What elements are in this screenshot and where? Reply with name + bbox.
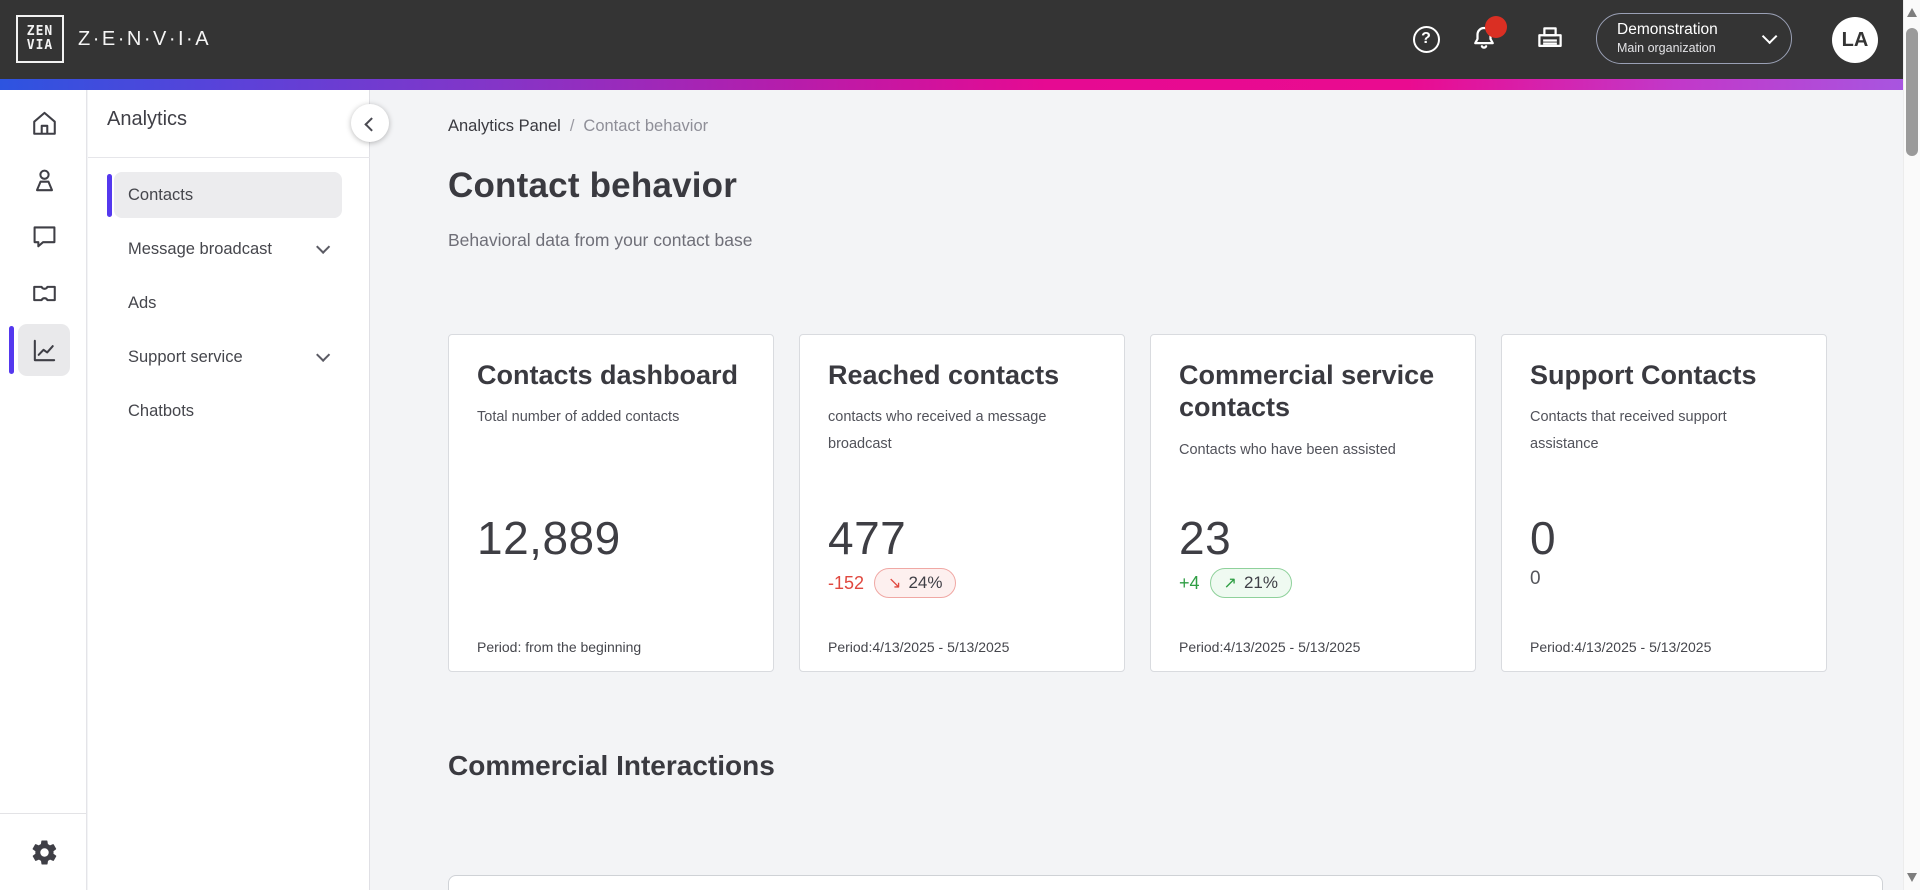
organization-subtitle: Main organization xyxy=(1617,41,1716,56)
card-description: Total number of added contacts xyxy=(477,409,680,426)
card-contacts-dashboard: Contacts dashboard Total number of added… xyxy=(448,334,774,672)
card-commercial-service-contacts: Commercial service contacts Contacts who… xyxy=(1150,334,1476,672)
printer-icon[interactable] xyxy=(1534,22,1566,56)
card-period: Period:4/13/2025 - 5/13/2025 xyxy=(828,639,1010,655)
card-title: Reached contacts xyxy=(828,360,1060,390)
icon-rail xyxy=(0,90,87,890)
trend-badge: ↗ 21% xyxy=(1209,568,1292,598)
brand-wordmark: Z·E·N·V·I·A xyxy=(78,27,212,50)
menu-item-ads[interactable]: Ads xyxy=(128,293,157,312)
page-subtitle: Behavioral data from your contact base xyxy=(448,230,753,250)
rail-item-tickets[interactable] xyxy=(18,267,70,319)
menu-item-support-service[interactable]: Support service xyxy=(114,334,342,380)
card-period: Period:4/13/2025 - 5/13/2025 xyxy=(1179,639,1361,655)
rail-item-settings[interactable] xyxy=(18,826,70,878)
scrollbar-thumb[interactable] xyxy=(1906,28,1918,156)
zenvia-brand[interactable]: ZEN VIA Z·E·N·V·I·A xyxy=(16,15,211,63)
panel-title: Analytics xyxy=(107,108,188,130)
chevron-left-icon xyxy=(364,117,379,132)
card-period: Period:4/13/2025 - 5/13/2025 xyxy=(1530,639,1712,655)
vertical-scrollbar[interactable] xyxy=(1903,0,1920,890)
card-description: contacts who received a message broadcas… xyxy=(828,409,1047,453)
chevron-down-icon xyxy=(316,239,331,254)
chevron-down-icon xyxy=(316,347,331,362)
scrollbar-up-arrow[interactable] xyxy=(1907,8,1917,17)
main-content: Analytics Panel / Contact behavior Conta… xyxy=(371,90,1903,890)
breadcrumb-separator: / xyxy=(569,117,575,135)
trend-percent: 21% xyxy=(1243,573,1278,592)
trend-down-icon: ↘ xyxy=(888,575,902,592)
notification-dot xyxy=(1485,16,1507,38)
trend-percent: 24% xyxy=(908,573,943,592)
delta-value: +4 xyxy=(1179,572,1200,593)
person-icon xyxy=(35,169,53,191)
rail-active-indicator xyxy=(9,326,14,374)
bell-icon[interactable] xyxy=(1468,16,1507,56)
help-icon[interactable]: ? xyxy=(1410,22,1442,56)
panel-collapse-button[interactable] xyxy=(351,104,389,142)
breadcrumb: Analytics Panel / Contact behavior xyxy=(448,117,708,136)
card-value: 12,889 xyxy=(477,512,621,564)
delta-row: 0 xyxy=(1530,568,1541,590)
organization-selector[interactable]: Demonstration Main organization xyxy=(1596,13,1792,64)
rail-item-home[interactable] xyxy=(18,97,70,149)
commercial-interactions-card xyxy=(448,875,1883,890)
user-avatar[interactable]: LA xyxy=(1832,17,1878,63)
card-period: Period: from the beginning xyxy=(477,639,642,655)
rail-divider xyxy=(0,813,86,814)
delta-row: +4 ↗ 21% xyxy=(1179,568,1292,598)
home-icon xyxy=(32,111,56,135)
delta-row: -152 ↘ 24% xyxy=(828,568,957,598)
card-description: Contacts who have been assisted xyxy=(1179,441,1396,458)
zenvia-logo-icon: ZEN VIA xyxy=(16,15,64,63)
organization-name: Demonstration xyxy=(1617,21,1718,39)
card-title: Contacts dashboard xyxy=(477,360,739,390)
analytics-chart-icon xyxy=(33,339,55,361)
ticket-icon xyxy=(32,285,56,301)
menu-item-message-broadcast[interactable]: Message broadcast xyxy=(114,226,342,272)
breadcrumb-analytics-panel[interactable]: Analytics Panel xyxy=(448,117,561,135)
trend-badge: ↘ 24% xyxy=(874,568,957,598)
chevron-down-icon xyxy=(1761,28,1778,45)
accent-gradient-bar xyxy=(0,79,1903,90)
panel-divider xyxy=(88,157,370,158)
delta-value: -152 xyxy=(828,572,865,593)
delta-value: 0 xyxy=(1530,568,1541,589)
rail-item-analytics[interactable] xyxy=(18,324,70,376)
section-title-commercial-interactions: Commercial Interactions xyxy=(448,750,775,781)
card-support-contacts: Support Contacts Contacts that received … xyxy=(1501,334,1827,672)
card-description: Contacts that received support assistanc… xyxy=(1530,409,1727,453)
card-value: 23 xyxy=(1179,512,1232,564)
card-title: Commercial service contacts xyxy=(1179,360,1435,423)
scrollbar-down-arrow[interactable] xyxy=(1907,873,1917,882)
organization-texts: Demonstration Main organization xyxy=(1617,20,1762,56)
topbar: ZEN VIA Z·E·N·V·I·A ? Demonstratio xyxy=(0,0,1903,79)
card-reached-contacts: Reached contacts contacts who received a… xyxy=(799,334,1125,672)
rail-item-contacts[interactable] xyxy=(18,154,70,206)
menu-item-chatbots[interactable]: Chatbots xyxy=(128,401,195,420)
card-value: 0 xyxy=(1530,512,1557,564)
breadcrumb-current: Contact behavior xyxy=(583,117,709,135)
page-title: Contact behavior xyxy=(448,166,738,205)
rail-item-conversations[interactable] xyxy=(18,210,70,262)
menu-item-contacts[interactable]: Contacts xyxy=(114,172,342,218)
card-value: 477 xyxy=(828,512,907,564)
menu-active-indicator xyxy=(107,174,112,217)
gear-icon xyxy=(32,840,56,864)
analytics-panel: Analytics Contacts Message broadcast Ads… xyxy=(88,90,370,890)
card-title: Support Contacts xyxy=(1530,360,1757,390)
chat-icon xyxy=(33,225,55,247)
trend-up-icon: ↗ xyxy=(1223,575,1237,592)
